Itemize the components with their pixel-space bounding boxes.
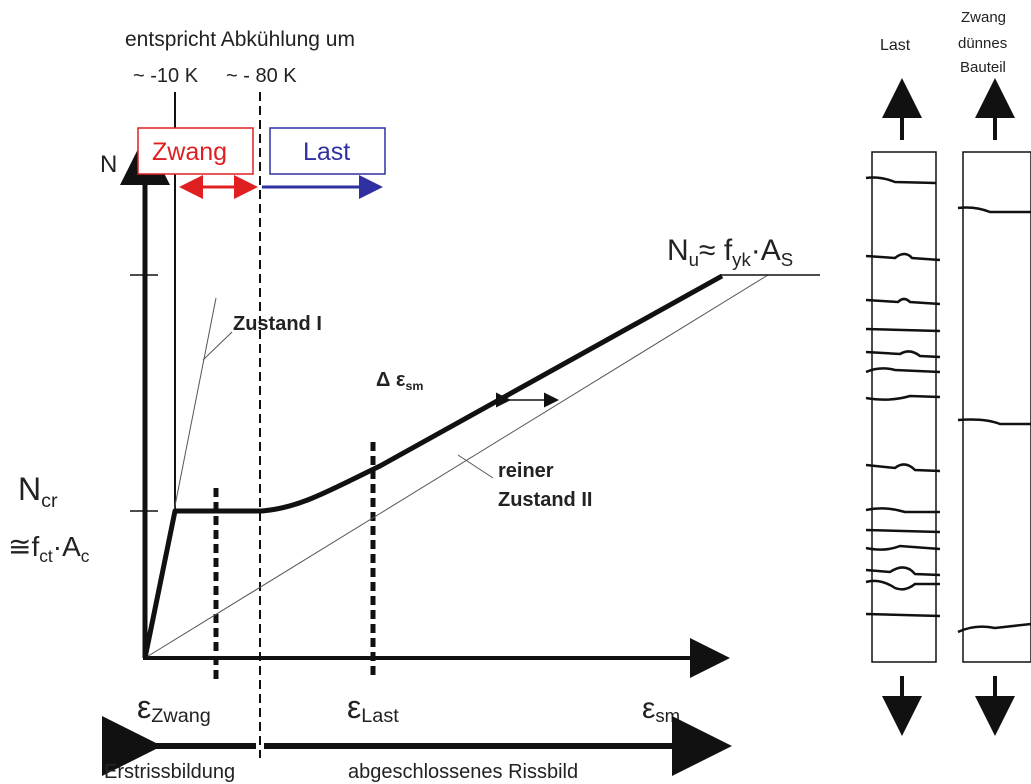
crack <box>865 463 941 473</box>
crack <box>957 622 1031 634</box>
specimen-last <box>871 151 937 663</box>
crack <box>865 252 941 262</box>
temp-80k-label: ~ - 80 K <box>226 65 297 87</box>
cooling-note: entspricht Abkühlung um <box>125 28 355 51</box>
zustand-2-leader <box>457 454 494 479</box>
eps-last-label: εLast <box>347 689 399 727</box>
nu-label: Nu≈ fyk·AS <box>667 234 793 270</box>
zustand-2-line <box>144 274 769 659</box>
delta-eps-label: Δ εsm <box>376 369 423 393</box>
ncr-formula: ≅fct·Ac <box>8 531 90 566</box>
crack <box>865 544 941 551</box>
temp-10k-label: ~ -10 K <box>133 65 199 87</box>
specimen-zwang <box>962 151 1031 663</box>
specimen-zwang-title-1: Zwang <box>961 9 1006 26</box>
ncr-label: Ncr <box>18 471 58 512</box>
erstriss-label: Erstrissbildung <box>104 761 235 783</box>
crack <box>865 327 941 333</box>
crack <box>957 418 1031 426</box>
crack <box>865 507 940 514</box>
crack <box>865 297 941 306</box>
reiner-label: reiner <box>498 460 554 482</box>
eps-sm-label: εsm <box>642 692 680 726</box>
specimen-zwang-title-2: dünnes <box>958 35 1007 52</box>
zwang-box <box>137 127 254 175</box>
crack <box>865 176 937 185</box>
crack <box>865 350 941 359</box>
zustand-2-label: Zustand II <box>498 489 592 511</box>
zustand-1-leader <box>202 331 233 361</box>
crack <box>865 579 940 591</box>
crack <box>865 612 941 618</box>
zustand-1-label: Zustand I <box>233 313 322 335</box>
last-cracks <box>865 176 941 618</box>
tension-stiffening-curve <box>142 273 724 659</box>
last-box <box>269 127 386 175</box>
y-axis-label: N <box>100 151 117 178</box>
specimen-zwang-title-3: Bauteil <box>960 59 1006 76</box>
zwang-box-label: Zwang <box>152 138 227 166</box>
crack <box>957 206 1031 214</box>
crack <box>865 394 941 401</box>
specimen-last-title: Last <box>880 37 911 54</box>
crack <box>865 566 941 577</box>
zwang-cracks <box>957 206 1031 634</box>
rissbild-label: abgeschlossenes Rissbild <box>348 761 578 783</box>
eps-zwang-label: εZwang <box>137 689 211 727</box>
crack <box>865 367 941 374</box>
last-box-label: Last <box>303 138 350 166</box>
crack <box>865 528 941 534</box>
